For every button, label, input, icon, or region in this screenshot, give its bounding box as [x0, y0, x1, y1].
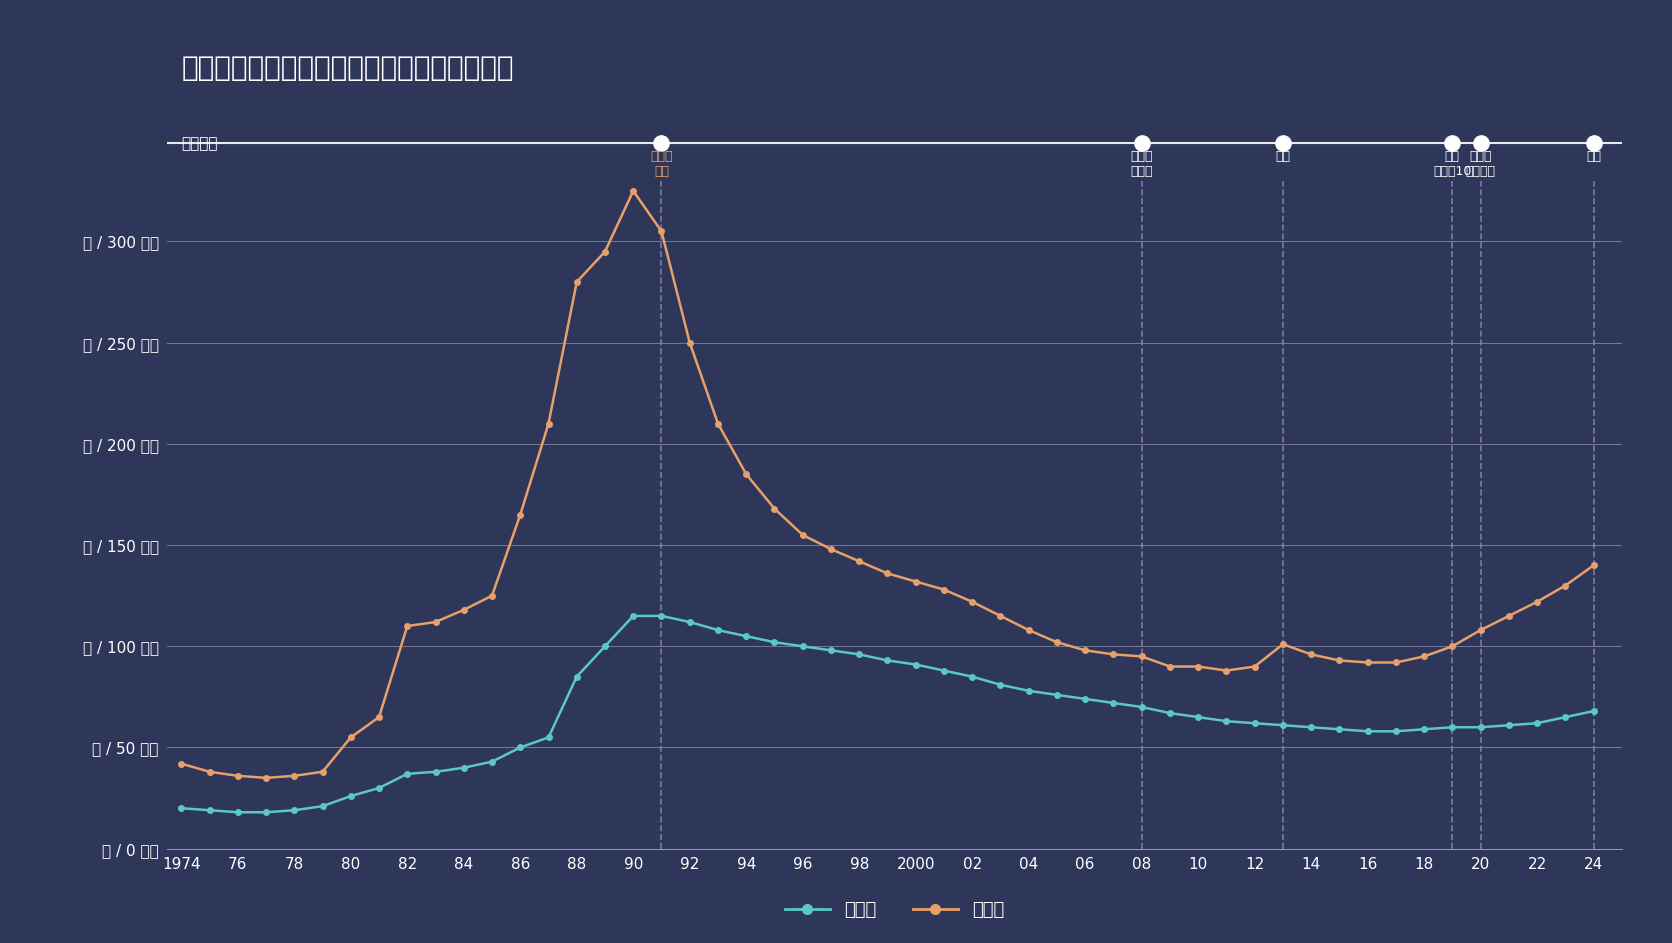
Text: コロナ
感染拡大: コロナ 感染拡大 — [1466, 150, 1496, 178]
Text: バブル
崩壊: バブル 崩壊 — [650, 150, 672, 178]
Text: 経済年表: 経済年表 — [181, 136, 217, 151]
Text: 世界金
融危機: 世界金 融危機 — [1130, 150, 1154, 178]
Legend: 住宅地, 商業地: 住宅地, 商業地 — [777, 894, 1012, 927]
Text: 日銀

異次元金融緩
和: 日銀 異次元金融緩 和 — [1261, 150, 1306, 208]
Text: 増税
消費税10
％: 増税 消費税10 ％ — [1433, 150, 1471, 193]
Text: 横浜市保土ヶ谷区　土地価格の推移（平均）: 横浜市保土ヶ谷区 土地価格の推移（平均） — [182, 54, 515, 82]
Text: 日銀

異次元緩和
終了: 日銀 異次元緩和 終了 — [1575, 150, 1612, 208]
